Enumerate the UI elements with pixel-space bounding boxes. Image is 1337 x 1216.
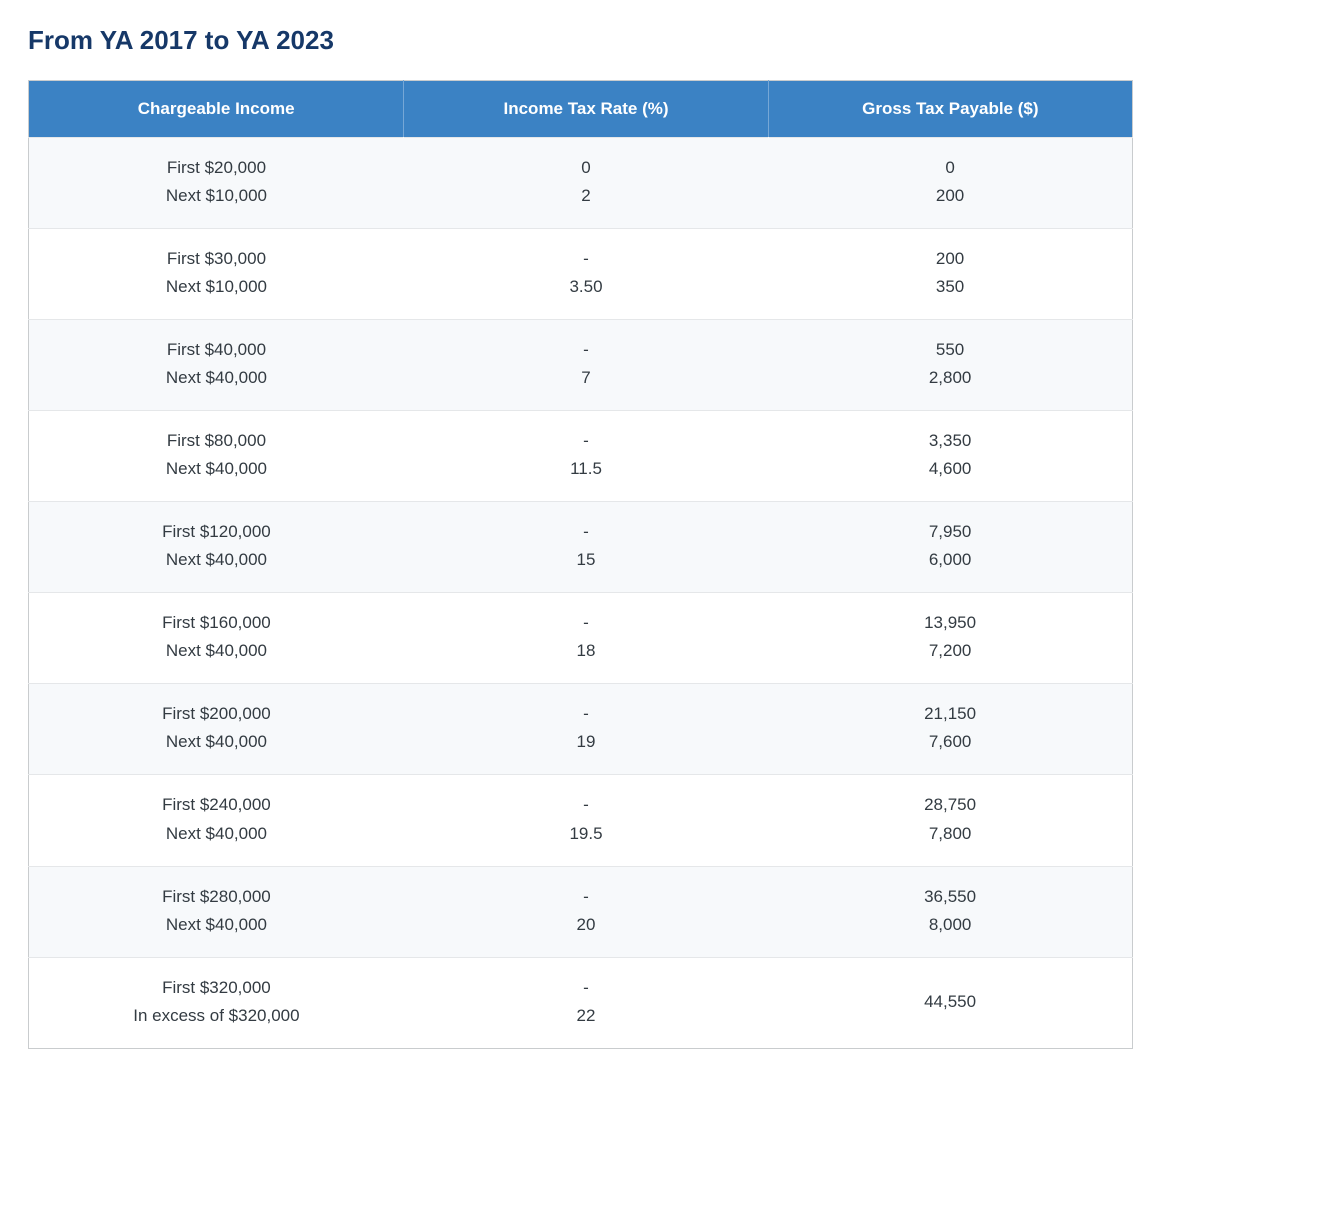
- cell-chargeable-income: First $120,000Next $40,000: [29, 502, 404, 593]
- cell-gross-tax-payable: 36,5508,000: [768, 866, 1132, 957]
- table-row: First $200,000Next $40,000-1921,1507,600: [29, 684, 1133, 775]
- table-row: First $160,000Next $40,000-1813,9507,200: [29, 593, 1133, 684]
- cell-gross-tax-payable: 44,550: [768, 957, 1132, 1048]
- cell-income-tax-rate: -19.5: [404, 775, 768, 866]
- cell-chargeable-income: First $160,000Next $40,000: [29, 593, 404, 684]
- cell-chargeable-income: First $80,000Next $40,000: [29, 411, 404, 502]
- page-title: From YA 2017 to YA 2023: [28, 24, 1309, 58]
- cell-gross-tax-payable: 7,9506,000: [768, 502, 1132, 593]
- table-row: First $280,000Next $40,000-2036,5508,000: [29, 866, 1133, 957]
- table-row: First $120,000Next $40,000-157,9506,000: [29, 502, 1133, 593]
- cell-chargeable-income: First $320,000In excess of $320,000: [29, 957, 404, 1048]
- table-row: First $80,000Next $40,000-11.53,3504,600: [29, 411, 1133, 502]
- table-row: First $320,000In excess of $320,000-2244…: [29, 957, 1133, 1048]
- tax-rate-table: Chargeable Income Income Tax Rate (%) Gr…: [28, 80, 1133, 1049]
- cell-chargeable-income: First $40,000Next $40,000: [29, 319, 404, 410]
- cell-income-tax-rate: -22: [404, 957, 768, 1048]
- col-gross-tax-payable: Gross Tax Payable ($): [768, 80, 1132, 137]
- cell-income-tax-rate: -15: [404, 502, 768, 593]
- cell-chargeable-income: First $200,000Next $40,000: [29, 684, 404, 775]
- col-income-tax-rate: Income Tax Rate (%): [404, 80, 768, 137]
- cell-gross-tax-payable: 13,9507,200: [768, 593, 1132, 684]
- cell-income-tax-rate: -3.50: [404, 228, 768, 319]
- cell-chargeable-income: First $20,000Next $10,000: [29, 137, 404, 228]
- table-row: First $20,000Next $10,000020200: [29, 137, 1133, 228]
- cell-gross-tax-payable: 0200: [768, 137, 1132, 228]
- table-row: First $40,000Next $40,000-75502,800: [29, 319, 1133, 410]
- cell-income-tax-rate: -7: [404, 319, 768, 410]
- cell-income-tax-rate: 02: [404, 137, 768, 228]
- cell-chargeable-income: First $240,000Next $40,000: [29, 775, 404, 866]
- cell-gross-tax-payable: 28,7507,800: [768, 775, 1132, 866]
- table-header-row: Chargeable Income Income Tax Rate (%) Gr…: [29, 80, 1133, 137]
- cell-gross-tax-payable: 3,3504,600: [768, 411, 1132, 502]
- table-row: First $30,000Next $10,000-3.50200350: [29, 228, 1133, 319]
- cell-income-tax-rate: -18: [404, 593, 768, 684]
- cell-chargeable-income: First $30,000Next $10,000: [29, 228, 404, 319]
- table-row: First $240,000Next $40,000-19.528,7507,8…: [29, 775, 1133, 866]
- col-chargeable-income: Chargeable Income: [29, 80, 404, 137]
- cell-chargeable-income: First $280,000Next $40,000: [29, 866, 404, 957]
- cell-gross-tax-payable: 21,1507,600: [768, 684, 1132, 775]
- cell-income-tax-rate: -20: [404, 866, 768, 957]
- cell-gross-tax-payable: 200350: [768, 228, 1132, 319]
- cell-income-tax-rate: -19: [404, 684, 768, 775]
- cell-income-tax-rate: -11.5: [404, 411, 768, 502]
- cell-gross-tax-payable: 5502,800: [768, 319, 1132, 410]
